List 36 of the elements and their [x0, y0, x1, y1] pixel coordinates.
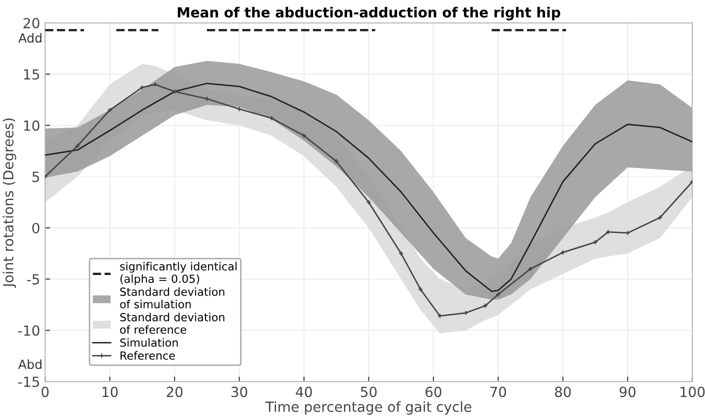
x-tick-label: 0	[42, 386, 49, 398]
text: Abd	[18, 359, 42, 370]
y-tick-label: -5	[27, 274, 40, 285]
legend-label: Simulation	[120, 338, 178, 347]
y-tick-label: 20	[24, 18, 40, 28]
legend-label: Reference	[120, 351, 175, 360]
text: Add	[18, 33, 42, 43]
y-tick-label: -15	[18, 376, 40, 388]
y-tick-label: 15	[24, 69, 40, 80]
point	[592, 240, 598, 245]
y-tick-label: 10	[24, 120, 40, 131]
y-tick-label: -10	[18, 325, 40, 336]
legend-label: Standard deviation of simulation	[120, 287, 224, 308]
x-tick-label: 70	[490, 386, 506, 398]
point	[269, 116, 274, 121]
x-tick-label: 50	[360, 386, 377, 398]
y-tick-label: 0	[32, 222, 40, 234]
legend-label: significantly identical (alpha = 0.05)	[120, 262, 236, 286]
point	[236, 106, 242, 112]
legend-label: Standard deviation of reference	[120, 312, 224, 334]
x-tick-label: 10	[102, 386, 118, 398]
point	[366, 200, 372, 205]
point	[482, 303, 488, 308]
x-tick-label: 40	[296, 386, 312, 398]
x-tick-label: 60	[426, 386, 442, 398]
x-tick-label: 20	[166, 386, 182, 398]
y-tick-label: 5	[32, 172, 40, 182]
x-tick-label: 80	[554, 386, 571, 398]
x-tick-label: 90	[620, 386, 636, 398]
x-tick-label: 100	[680, 386, 705, 398]
x-tick-label: 30	[232, 386, 248, 398]
point	[140, 84, 145, 90]
y-axis-title: Joint rotations (Degrees)	[2, 118, 16, 288]
point	[334, 158, 339, 164]
x-axis-title: Time percentage of gait cycle	[265, 401, 472, 415]
chart-title: Mean of the abduction-adduction of the right hip	[178, 6, 560, 20]
